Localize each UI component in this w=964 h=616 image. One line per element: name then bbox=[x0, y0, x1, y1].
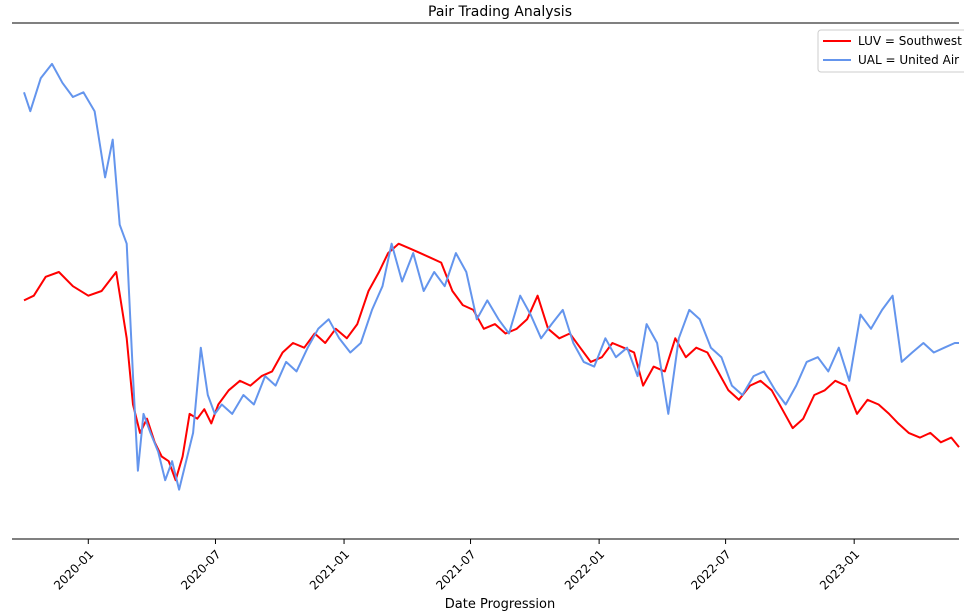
series-ual-line bbox=[24, 64, 959, 490]
x-tick-label: 2020-07 bbox=[178, 547, 223, 592]
series-luv-line bbox=[24, 244, 959, 481]
legend: LUV = Southwest UAL = United Air bbox=[818, 30, 964, 72]
x-axis-label: Date Progression bbox=[445, 597, 556, 612]
x-tick-label: 2021-07 bbox=[433, 547, 478, 592]
legend-label-luv: LUV = Southwest bbox=[858, 34, 962, 48]
x-tick-label: 2022-01 bbox=[562, 547, 607, 592]
series-layer bbox=[24, 64, 959, 490]
x-tick-label: 2023-01 bbox=[817, 547, 862, 592]
chart-title: Pair Trading Analysis bbox=[428, 4, 572, 20]
x-tick-label: 2021-01 bbox=[307, 547, 352, 592]
legend-label-ual: UAL = United Air bbox=[858, 53, 959, 67]
x-tick-label: 2022-07 bbox=[688, 547, 733, 592]
x-ticks: 2020-01 2020-07 2021-01 2021-07 2022-01 2022-… bbox=[51, 539, 862, 593]
x-tick-label: 2020-01 bbox=[51, 547, 96, 592]
